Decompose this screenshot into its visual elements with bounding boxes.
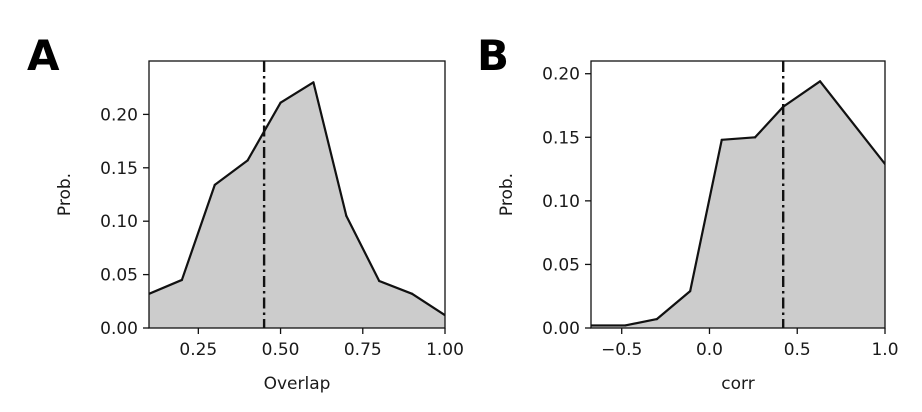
- x-axis-label: Overlap: [264, 374, 331, 394]
- distribution-line-segment: [149, 278, 183, 295]
- distribution-line-segment: [624, 318, 658, 327]
- distribution-line-segment: [180, 183, 216, 282]
- x-tick-label: 0.50: [262, 340, 300, 360]
- distribution-line-segment: [655, 290, 692, 321]
- distribution-line-segment: [378, 279, 414, 295]
- y-tick-label: 0.10: [542, 192, 580, 212]
- x-tick-label: 0.75: [344, 340, 382, 360]
- y-axis-label: Prob.: [55, 173, 75, 216]
- x-tick-label: 1.0: [871, 340, 898, 360]
- distribution-line-segment: [689, 138, 723, 293]
- distribution-fill: [591, 81, 885, 328]
- x-tick-label: −0.5: [601, 340, 642, 360]
- panel-a: A 0.25 0.50 0.75 1.00 0.00 0.05 0.10 0.15 0.20 Ove…: [27, 31, 464, 394]
- distribution-line-segment: [720, 136, 757, 141]
- distribution-line-segment: [818, 80, 885, 166]
- y-axis-label: Prob.: [497, 173, 517, 216]
- y-tick-label: 0.00: [542, 319, 580, 339]
- x-tick-label: 0.0: [696, 340, 723, 360]
- x-axis-label: corr: [721, 374, 754, 394]
- panel-b: B −0.5 0.0 0.5 1.0 0.00 0.05 0.10 0.15 0.20 corr Pr…: [477, 31, 899, 394]
- y-tick-label: 0.00: [100, 319, 138, 339]
- x-tick-label: 1.00: [426, 340, 464, 360]
- distribution-line-segment: [213, 159, 249, 186]
- distribution-line-segment: [754, 105, 785, 139]
- axes-frame: [148, 60, 446, 329]
- distribution-line-segment: [312, 81, 348, 217]
- y-tick-label: 0.15: [100, 159, 138, 179]
- y-tick-label: 0.10: [100, 212, 138, 232]
- distribution-line-segment: [411, 292, 445, 317]
- panel-letter: A: [27, 31, 60, 80]
- panel-letter: B: [477, 31, 509, 80]
- y-tick-label: 0.15: [542, 128, 580, 148]
- distribution-fill: [149, 82, 445, 328]
- y-tick-label: 0.05: [100, 266, 138, 286]
- distribution-line-segment: [279, 81, 315, 104]
- distribution-line-segment: [345, 214, 381, 283]
- x-tick-label: 0.5: [784, 340, 811, 360]
- x-tick-label: 0.25: [179, 340, 217, 360]
- y-tick-label: 0.20: [542, 65, 580, 85]
- y-tick-label: 0.05: [542, 255, 580, 275]
- distribution-line-segment: [782, 80, 822, 108]
- y-tick-label: 0.20: [100, 105, 138, 125]
- axes-frame: [590, 60, 886, 329]
